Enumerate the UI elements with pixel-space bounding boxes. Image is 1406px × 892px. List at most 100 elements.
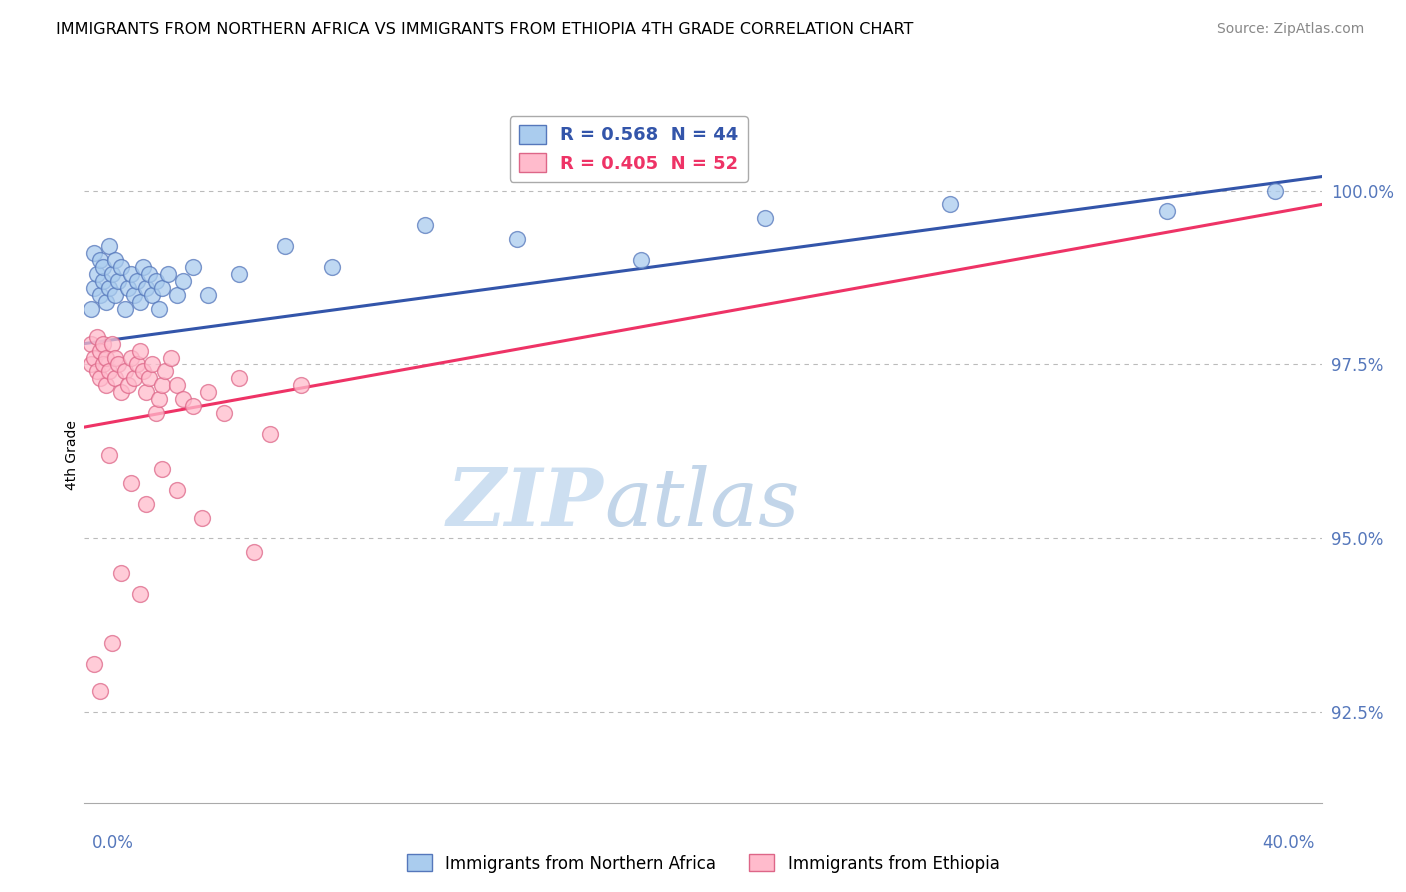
Point <box>150 281 173 295</box>
Point <box>79 358 101 372</box>
Point <box>79 336 101 351</box>
Point <box>135 385 157 400</box>
Point <box>114 301 136 316</box>
Point <box>94 351 117 365</box>
Point <box>86 267 108 281</box>
Point <box>86 364 108 378</box>
Text: IMMIGRANTS FROM NORTHERN AFRICA VS IMMIGRANTS FROM ETHIOPIA 4TH GRADE CORRELATIO: IMMIGRANTS FROM NORTHERN AFRICA VS IMMIG… <box>56 22 914 37</box>
Point <box>89 371 111 385</box>
Point <box>94 294 117 309</box>
Text: 40.0%: 40.0% <box>1263 834 1315 852</box>
Point <box>117 281 139 295</box>
Point <box>98 364 121 378</box>
Point <box>120 475 142 490</box>
Point <box>89 288 111 302</box>
Point <box>138 267 160 281</box>
Point <box>110 260 132 274</box>
Point <box>98 239 121 253</box>
Point <box>107 274 129 288</box>
Point <box>120 351 142 365</box>
Legend: Immigrants from Northern Africa, Immigrants from Ethiopia: Immigrants from Northern Africa, Immigra… <box>399 847 1007 880</box>
Point <box>148 301 170 316</box>
Point <box>94 378 117 392</box>
Point <box>181 260 204 274</box>
Point <box>89 343 111 358</box>
Point <box>630 253 652 268</box>
Point <box>181 399 204 413</box>
Point <box>166 288 188 302</box>
Point <box>145 406 167 420</box>
Point <box>104 351 127 365</box>
Point <box>110 566 132 581</box>
Point <box>150 378 173 392</box>
Point <box>91 336 114 351</box>
Point <box>110 385 132 400</box>
Point <box>160 351 183 365</box>
Point <box>153 364 176 378</box>
Point <box>101 336 124 351</box>
Point <box>129 343 152 358</box>
Point <box>148 392 170 407</box>
Point <box>141 288 163 302</box>
Legend: R = 0.568  N = 44, R = 0.405  N = 52: R = 0.568 N = 44, R = 0.405 N = 52 <box>510 116 748 182</box>
Point <box>129 587 152 601</box>
Point <box>122 371 145 385</box>
Point <box>754 211 776 226</box>
Point <box>89 253 111 268</box>
Point <box>125 358 148 372</box>
Text: ZIP: ZIP <box>447 465 605 542</box>
Text: atlas: atlas <box>605 465 800 542</box>
Point <box>156 267 179 281</box>
Point <box>91 358 114 372</box>
Point <box>191 510 214 524</box>
Point <box>172 392 194 407</box>
Text: Source: ZipAtlas.com: Source: ZipAtlas.com <box>1216 22 1364 37</box>
Point <box>172 274 194 288</box>
Point <box>228 371 250 385</box>
Point <box>83 281 105 295</box>
Point <box>104 253 127 268</box>
Point <box>89 684 111 698</box>
Point <box>166 378 188 392</box>
Point <box>141 358 163 372</box>
Point <box>98 281 121 295</box>
Point <box>107 358 129 372</box>
Point <box>129 294 152 309</box>
Point <box>145 274 167 288</box>
Point <box>132 260 155 274</box>
Point <box>86 329 108 343</box>
Point <box>83 657 105 671</box>
Point <box>91 260 114 274</box>
Point <box>98 448 121 462</box>
Point <box>212 406 235 420</box>
Point <box>939 197 962 211</box>
Point <box>290 378 312 392</box>
Point <box>413 219 436 233</box>
Point <box>150 462 173 476</box>
Point <box>91 274 114 288</box>
Point <box>138 371 160 385</box>
Point <box>135 281 157 295</box>
Point <box>125 274 148 288</box>
Point <box>228 267 250 281</box>
Point <box>117 378 139 392</box>
Point <box>101 636 124 650</box>
Point <box>114 364 136 378</box>
Point <box>506 232 529 246</box>
Point <box>122 288 145 302</box>
Point <box>83 246 105 260</box>
Point <box>321 260 343 274</box>
Point <box>104 288 127 302</box>
Point <box>101 267 124 281</box>
Point <box>132 364 155 378</box>
Text: 0.0%: 0.0% <box>91 834 134 852</box>
Point <box>79 301 101 316</box>
Point <box>259 427 281 442</box>
Point <box>166 483 188 497</box>
Point <box>274 239 297 253</box>
Point <box>197 385 219 400</box>
Point <box>135 497 157 511</box>
Point <box>104 371 127 385</box>
Point <box>1264 184 1286 198</box>
Point <box>243 545 266 559</box>
